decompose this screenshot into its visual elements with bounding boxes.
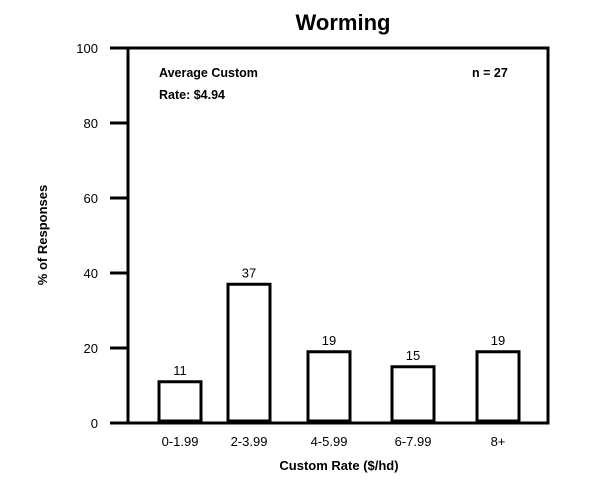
average-annotation-line1: Average Custom: [159, 66, 258, 80]
x-axis: 0-1.99 2-3.99 4-5.99 6-7.99 8+: [162, 434, 506, 449]
data-label-8+: 19: [491, 333, 505, 348]
bar-8+: [475, 350, 521, 423]
bar-4-5.99: [306, 350, 352, 423]
plot-frame: [126, 46, 550, 425]
bars-group: 11 37 19 15 19: [157, 265, 521, 423]
bar-0-1.99: [157, 380, 203, 423]
data-label-2-3.99: 37: [242, 265, 256, 280]
x-tick-label-2-3.99: 2-3.99: [231, 434, 268, 449]
data-label-0-1.99: 11: [173, 363, 187, 378]
y-tick-label: 40: [84, 266, 98, 281]
bar-6-7.99: [390, 365, 436, 423]
sample-size-annotation: n = 27: [472, 66, 508, 80]
x-tick-label-0-1.99: 0-1.99: [162, 434, 199, 449]
y-axis: 0 20 40 60 80 100: [76, 41, 128, 431]
y-tick-label: 80: [84, 116, 98, 131]
x-tick-label-6-7.99: 6-7.99: [395, 434, 432, 449]
y-tick-label: 20: [84, 341, 98, 356]
chart-title: Worming: [296, 10, 391, 35]
y-axis-label: % of Responses: [35, 185, 50, 285]
y-tick-label: 100: [76, 41, 98, 56]
bar-2-3.99: [226, 282, 272, 423]
y-tick-label: 60: [84, 191, 98, 206]
data-label-6-7.99: 15: [406, 348, 420, 363]
x-axis-label: Custom Rate ($/hd): [279, 458, 398, 473]
average-annotation-line2: Rate: $4.94: [159, 88, 225, 102]
y-tick-label: 0: [91, 416, 98, 431]
x-tick-label-4-5.99: 4-5.99: [311, 434, 348, 449]
data-label-4-5.99: 19: [322, 333, 336, 348]
x-tick-label-8+: 8+: [491, 434, 506, 449]
